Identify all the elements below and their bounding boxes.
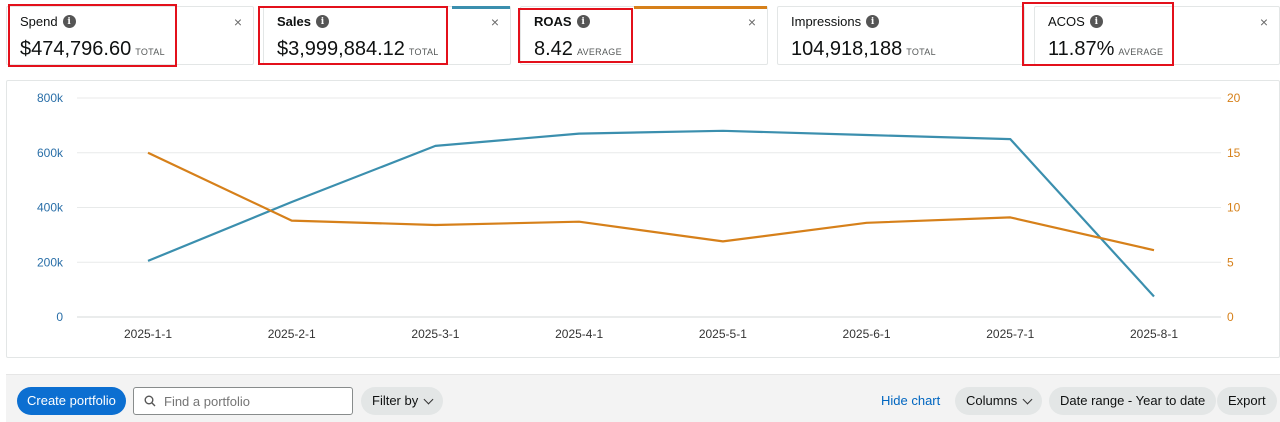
series-line-0 bbox=[147, 129, 1155, 298]
y-left-tick-label: 400k bbox=[37, 201, 64, 215]
search-input[interactable] bbox=[164, 393, 334, 409]
metric-card-spend[interactable]: Spend i $474,796.60 TOTAL × bbox=[6, 6, 254, 65]
y-right-tick-label: 0 bbox=[1227, 310, 1234, 324]
export-button[interactable]: Export bbox=[1217, 387, 1277, 415]
y-right-tick-label: 15 bbox=[1227, 146, 1241, 160]
metric-card-impressions[interactable]: Impressions i 104,918,188 TOTAL bbox=[777, 6, 1025, 65]
metric-value: 104,918,188 TOTAL bbox=[791, 38, 936, 61]
metric-title-label: ROAS bbox=[534, 14, 572, 29]
x-tick-label: 2025-1-1 bbox=[124, 327, 172, 341]
metric-card-roas[interactable]: ROAS i 8.42 AVERAGE × bbox=[520, 6, 768, 65]
x-tick-label: 2025-3-1 bbox=[411, 327, 459, 341]
date-range-button[interactable]: Date range - Year to date bbox=[1049, 387, 1217, 415]
performance-chart: 800k 20 600k 15 400k 10 200k 5 0 0 2025-1-1 2025-2-… bbox=[6, 80, 1280, 358]
chevron-down-icon bbox=[423, 394, 434, 404]
metric-title-label: Sales bbox=[277, 14, 311, 29]
export-label: Export bbox=[1228, 393, 1266, 408]
chart-svg: 800k 20 600k 15 400k 10 200k 5 0 0 2025-1-1 2025-2-… bbox=[37, 91, 1241, 341]
metric-value-unit: TOTAL bbox=[135, 47, 165, 57]
search-box[interactable] bbox=[133, 387, 353, 415]
create-portfolio-button[interactable]: Create portfolio bbox=[17, 387, 126, 415]
metric-value-unit: TOTAL bbox=[906, 47, 936, 57]
series-color-bar bbox=[452, 6, 510, 9]
close-icon[interactable]: × bbox=[747, 14, 756, 30]
y-right-tick-label: 10 bbox=[1227, 201, 1241, 215]
metric-value-unit: TOTAL bbox=[408, 47, 439, 57]
filter-by-button[interactable]: Filter by bbox=[361, 387, 444, 415]
metric-title-label: Impressions bbox=[791, 14, 862, 29]
y-left-tick-label: 0 bbox=[56, 310, 63, 324]
metric-value-unit: AVERAGE bbox=[576, 47, 622, 57]
metric-value-number: $474,796.60 bbox=[20, 38, 132, 60]
metric-value-number: 104,918,188 bbox=[791, 38, 903, 60]
series-line-1 bbox=[147, 151, 1155, 252]
portfolio-toolbar: Create portfolio Filter by Hide chart Co… bbox=[6, 374, 1280, 422]
x-tick-label: 2025-7-1 bbox=[986, 327, 1034, 341]
metric-value-unit: AVERAGE bbox=[1118, 47, 1164, 57]
close-icon[interactable]: × bbox=[233, 14, 242, 30]
metrics-bar: Spend i $474,796.60 TOTAL × Sales i $3,99… bbox=[0, 0, 1280, 70]
metric-title-label: Spend bbox=[20, 14, 58, 29]
metric-title: Spend i bbox=[20, 14, 76, 29]
filter-by-label: Filter by bbox=[372, 393, 419, 408]
date-range-label: Date range - Year to date bbox=[1060, 393, 1206, 408]
close-icon[interactable]: × bbox=[1259, 14, 1268, 30]
y-left-tick-label: 200k bbox=[37, 255, 64, 269]
info-icon[interactable]: i bbox=[866, 15, 880, 28]
metric-value: $3,999,884.12 TOTAL bbox=[277, 38, 439, 61]
columns-label: Columns bbox=[966, 393, 1018, 408]
metric-card-acos[interactable]: ACOS i 11.87% AVERAGE × bbox=[1034, 6, 1280, 65]
y-right-tick-label: 20 bbox=[1227, 91, 1241, 105]
chevron-down-icon bbox=[1022, 394, 1033, 404]
metric-title-label: ACOS bbox=[1048, 14, 1085, 29]
info-icon[interactable]: i bbox=[315, 15, 329, 28]
y-right-tick-label: 5 bbox=[1227, 255, 1234, 269]
info-icon[interactable]: i bbox=[1089, 15, 1103, 28]
x-tick-label: 2025-4-1 bbox=[555, 327, 603, 341]
metric-value: 11.87% AVERAGE bbox=[1048, 38, 1163, 61]
x-tick-label: 2025-8-1 bbox=[1130, 327, 1178, 341]
metric-title: Impressions i bbox=[791, 14, 880, 29]
series-color-bar bbox=[634, 6, 767, 9]
metric-title: Sales i bbox=[277, 14, 329, 29]
close-icon[interactable]: × bbox=[490, 14, 499, 30]
metric-value: $474,796.60 TOTAL bbox=[20, 38, 165, 61]
metric-title: ROAS i bbox=[534, 14, 590, 29]
info-icon[interactable]: i bbox=[62, 15, 76, 28]
metric-value: 8.42 AVERAGE bbox=[534, 38, 622, 61]
info-icon[interactable]: i bbox=[576, 15, 590, 28]
y-left-tick-label: 800k bbox=[37, 91, 64, 105]
x-tick-label: 2025-6-1 bbox=[843, 327, 891, 341]
y-left-tick-label: 600k bbox=[37, 146, 64, 160]
search-icon bbox=[144, 395, 156, 407]
metric-value-number: $3,999,884.12 bbox=[277, 38, 405, 60]
x-tick-label: 2025-2-1 bbox=[268, 327, 316, 341]
hide-chart-link[interactable]: Hide chart bbox=[881, 393, 941, 408]
metric-value-number: 11.87% bbox=[1048, 38, 1115, 60]
x-tick-label: 2025-5-1 bbox=[699, 327, 747, 341]
metric-value-number: 8.42 bbox=[534, 38, 573, 60]
metric-title: ACOS i bbox=[1048, 14, 1103, 29]
metric-card-sales[interactable]: Sales i $3,999,884.12 TOTAL × bbox=[263, 6, 511, 65]
columns-button[interactable]: Columns bbox=[955, 387, 1043, 415]
